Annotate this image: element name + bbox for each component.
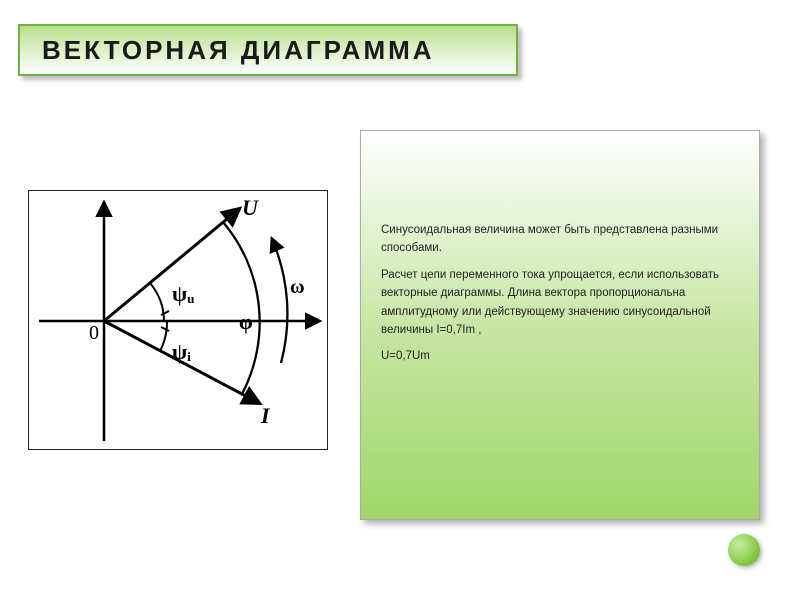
label-psi-u: ψᵤ	[172, 281, 194, 306]
label-omega: ω	[290, 276, 305, 298]
label-u: U	[242, 195, 259, 220]
arc-psi-i	[160, 321, 167, 351]
vector-diagram: 0 U I ψᵤ ψᵢ φ ω	[28, 190, 328, 450]
label-phi: φ	[239, 309, 253, 334]
title-frame: ВЕКТОРНАЯ ДИАГРАММА	[18, 24, 518, 76]
decorative-sphere	[728, 534, 760, 566]
paragraph-2: Расчет цепи переменного тока упрощается,…	[381, 266, 739, 340]
page-title: ВЕКТОРНАЯ ДИАГРАММА	[42, 35, 435, 66]
paragraph-3: U=0,7Um	[381, 347, 739, 365]
origin-label: 0	[89, 322, 99, 344]
description-panel: Синусоидальная величина может быть предс…	[360, 130, 760, 520]
arc-phi	[223, 222, 260, 394]
paragraph-1: Синусоидальная величина может быть предс…	[381, 221, 739, 258]
label-i: I	[260, 403, 271, 428]
label-psi-i: ψᵢ	[172, 339, 191, 364]
arc-omega	[272, 239, 287, 363]
